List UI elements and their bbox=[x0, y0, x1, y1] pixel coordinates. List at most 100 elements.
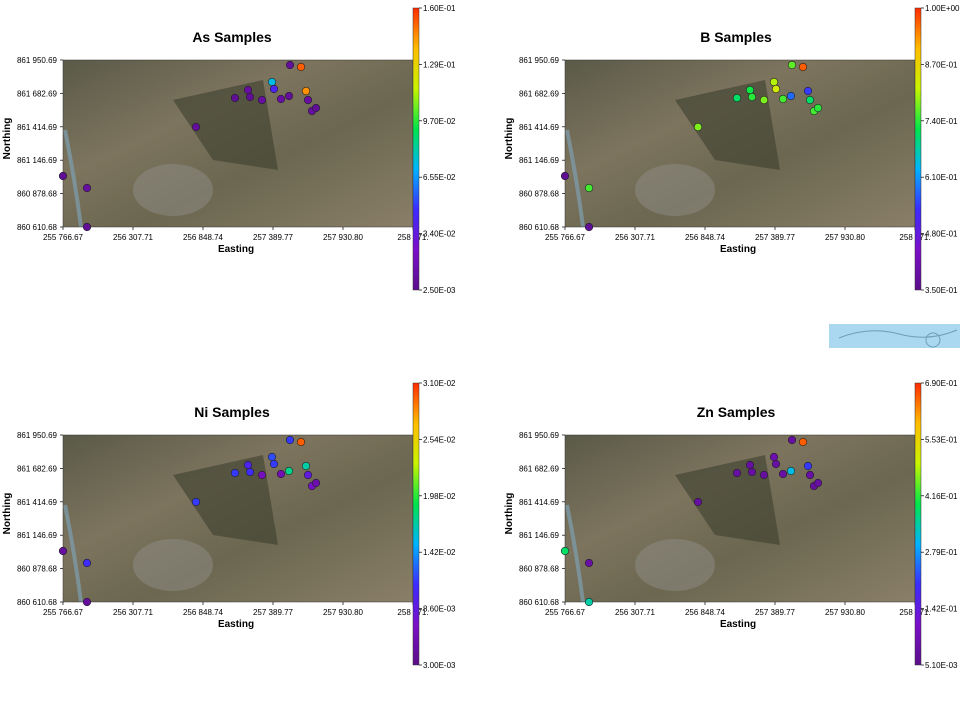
sample-point bbox=[584, 183, 594, 193]
sample-point bbox=[803, 461, 813, 471]
sample-point bbox=[58, 546, 68, 556]
sample-point bbox=[82, 558, 92, 568]
y-tick-label: 861 414.69 bbox=[519, 123, 560, 132]
x-axis-label: Easting bbox=[218, 619, 254, 630]
x-tick-label: 256 848.74 bbox=[183, 233, 224, 242]
y-tick-label: 861 950.69 bbox=[519, 56, 560, 65]
colorbar-tick-label: 3.40E-02 bbox=[423, 230, 456, 239]
river bbox=[565, 504, 585, 603]
panel-b: B Samples 861 950.69 861 682.69 861 414.69… bbox=[502, 0, 960, 335]
map-plot: 861 950.69 861 682.69 861 414.69 861 146.69… bbox=[504, 4, 960, 295]
water-map-fragment bbox=[829, 324, 960, 348]
y-tick-label: 861 682.69 bbox=[17, 464, 58, 473]
sample-point bbox=[276, 94, 286, 104]
river bbox=[63, 504, 83, 603]
sample-point bbox=[584, 597, 594, 607]
sample-point bbox=[269, 459, 279, 469]
river bbox=[565, 129, 585, 228]
y-tick-label: 860 610.68 bbox=[17, 223, 58, 232]
sample-point bbox=[584, 558, 594, 568]
colorbar-tick-label: 5.10E-03 bbox=[925, 661, 958, 670]
map-plot: 861 950.69 861 682.69 861 414.69 861 146.69… bbox=[2, 4, 456, 295]
sample-point bbox=[284, 466, 294, 476]
colorbar-tick-label: 6.55E-02 bbox=[423, 173, 456, 182]
forest-area bbox=[675, 455, 780, 545]
panel-ni: Ni Samples 861 950.69 861 682.69 861 414.6… bbox=[0, 375, 480, 710]
sample-point bbox=[82, 597, 92, 607]
forest-area bbox=[173, 455, 278, 545]
x-tick-label: 257 389.77 bbox=[253, 608, 294, 617]
sample-point bbox=[759, 470, 769, 480]
sample-point bbox=[771, 459, 781, 469]
y-tick-label: 861 146.69 bbox=[519, 531, 560, 540]
sample-point bbox=[285, 435, 295, 445]
sample-point bbox=[769, 77, 779, 87]
sample-point bbox=[732, 468, 742, 478]
x-tick-label: 256 307.71 bbox=[113, 608, 154, 617]
y-tick-label: 860 878.68 bbox=[17, 190, 58, 199]
x-tick-label: 256 848.74 bbox=[685, 233, 726, 242]
y-axis-label: Northing bbox=[504, 118, 515, 160]
sample-point bbox=[267, 452, 277, 462]
x-tick-label: 257 389.77 bbox=[755, 233, 796, 242]
x-axis-label: Easting bbox=[218, 244, 254, 255]
sample-point bbox=[243, 85, 253, 95]
y-tick-label: 861 682.69 bbox=[519, 89, 560, 98]
sample-point bbox=[82, 222, 92, 232]
colorbar-tick-label: 1.42E-02 bbox=[423, 548, 456, 557]
colorbar-tick-label: 1.00E+00 bbox=[925, 4, 960, 13]
colorbar-tick-label: 1.42E-01 bbox=[925, 605, 958, 614]
sample-point bbox=[693, 122, 703, 132]
sample-point bbox=[805, 470, 815, 480]
y-tick-label: 860 878.68 bbox=[519, 565, 560, 574]
colorbar-tick-label: 4.80E-01 bbox=[925, 230, 958, 239]
sample-point bbox=[745, 460, 755, 470]
x-tick-label: 256 307.71 bbox=[615, 608, 656, 617]
sample-point bbox=[786, 466, 796, 476]
panel-title: Zn Samples bbox=[696, 404, 776, 420]
sample-point bbox=[230, 93, 240, 103]
y-tick-label: 860 610.68 bbox=[519, 223, 560, 232]
sample-point bbox=[301, 461, 311, 471]
y-tick-label: 860 878.68 bbox=[519, 190, 560, 199]
y-tick-label: 861 682.69 bbox=[17, 89, 58, 98]
panel-title: As Samples bbox=[192, 29, 272, 45]
x-tick-label: 257 389.77 bbox=[253, 233, 294, 242]
sample-point bbox=[732, 93, 742, 103]
panel-zn: Zn Samples 861 950.69 861 682.69 861 414.6… bbox=[502, 375, 960, 710]
map-plot: 861 950.69 861 682.69 861 414.69 861 146.69… bbox=[2, 379, 456, 670]
sample-point bbox=[560, 171, 570, 181]
sample-point bbox=[747, 92, 757, 102]
x-tick-label: 257 930.80 bbox=[825, 233, 866, 242]
colorbar-tick-label: 3.50E-01 bbox=[925, 286, 958, 295]
sample-point bbox=[257, 470, 267, 480]
x-tick-label: 256 848.74 bbox=[685, 608, 726, 617]
y-tick-label: 861 414.69 bbox=[17, 498, 58, 507]
colorbar bbox=[914, 7, 922, 291]
x-tick-label: 257 930.80 bbox=[323, 608, 364, 617]
sample-point bbox=[769, 452, 779, 462]
colorbar-tick-label: 2.54E-02 bbox=[423, 435, 456, 444]
colorbar-tick-label: 9.70E-02 bbox=[423, 117, 456, 126]
y-tick-label: 861 950.69 bbox=[519, 431, 560, 440]
sample-point bbox=[805, 95, 815, 105]
sample-point bbox=[301, 86, 311, 96]
sample-point bbox=[311, 103, 321, 113]
sample-point bbox=[245, 92, 255, 102]
sample-point bbox=[243, 460, 253, 470]
colorbar-tick-label: 3.10E-02 bbox=[423, 379, 456, 388]
x-tick-label: 257 389.77 bbox=[755, 608, 796, 617]
sample-point bbox=[303, 470, 313, 480]
colorbar bbox=[412, 7, 420, 291]
colorbar-tick-label: 3.00E-03 bbox=[423, 661, 456, 670]
sample-point bbox=[267, 77, 277, 87]
sample-point bbox=[311, 478, 321, 488]
x-tick-label: 255 766.67 bbox=[545, 608, 586, 617]
sample-point bbox=[284, 91, 294, 101]
colorbar-tick-label: 2.50E-03 bbox=[423, 286, 456, 295]
town-area bbox=[635, 539, 715, 591]
colorbar-tick-label: 5.53E-01 bbox=[925, 435, 958, 444]
colorbar bbox=[412, 382, 420, 666]
y-tick-label: 861 146.69 bbox=[17, 156, 58, 165]
sample-point bbox=[584, 222, 594, 232]
